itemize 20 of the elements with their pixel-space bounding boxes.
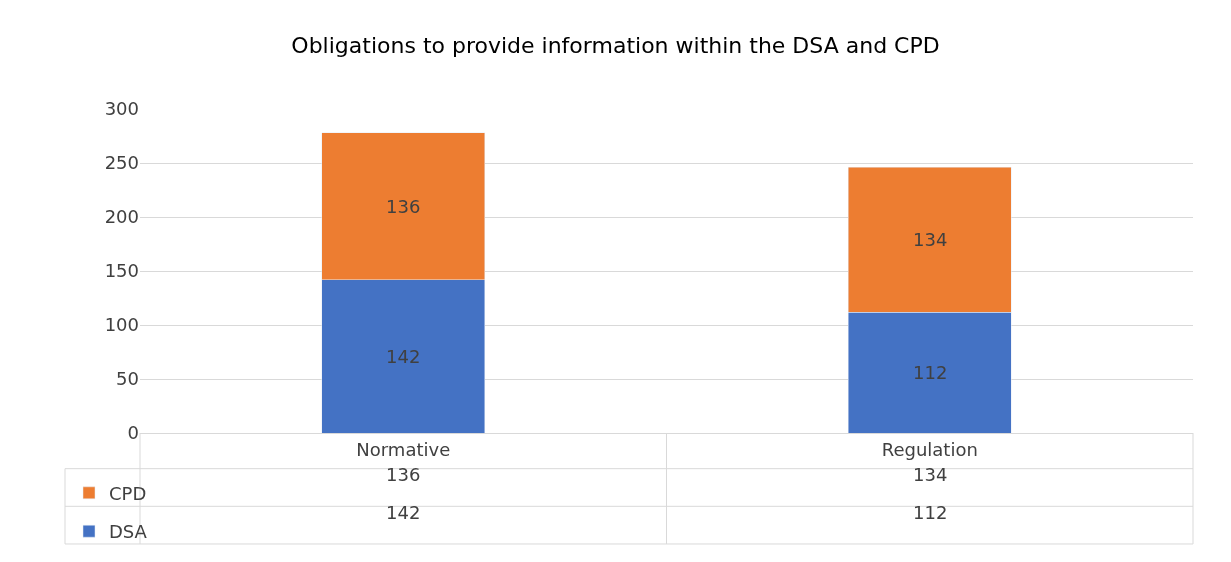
- y-tick-label: 200: [104, 206, 139, 228]
- text: 136: [386, 464, 421, 485]
- data-label: 112: [913, 362, 948, 383]
- x-tick-label: Regulation: [881, 438, 978, 460]
- y-tick-label: 150: [104, 260, 139, 282]
- text: 134: [913, 464, 948, 485]
- legend-label: DSA: [109, 521, 148, 543]
- data-label: 142: [386, 346, 421, 367]
- legend-label: CPD: [109, 482, 147, 504]
- y-tick-label: 0: [127, 422, 139, 444]
- text: 142: [386, 502, 421, 523]
- data-label: 136: [386, 196, 421, 217]
- text: 112: [913, 502, 948, 523]
- y-tick-label: 50: [116, 368, 139, 390]
- y-tick-label: 250: [104, 152, 139, 174]
- chart-title: Obligations to provide information within the DSA and CPD: [291, 32, 940, 58]
- data-label: 134: [913, 229, 948, 250]
- y-tick-label: 100: [104, 314, 139, 336]
- x-tick-label: Normative: [356, 438, 451, 460]
- y-tick-label: 300: [104, 98, 139, 120]
